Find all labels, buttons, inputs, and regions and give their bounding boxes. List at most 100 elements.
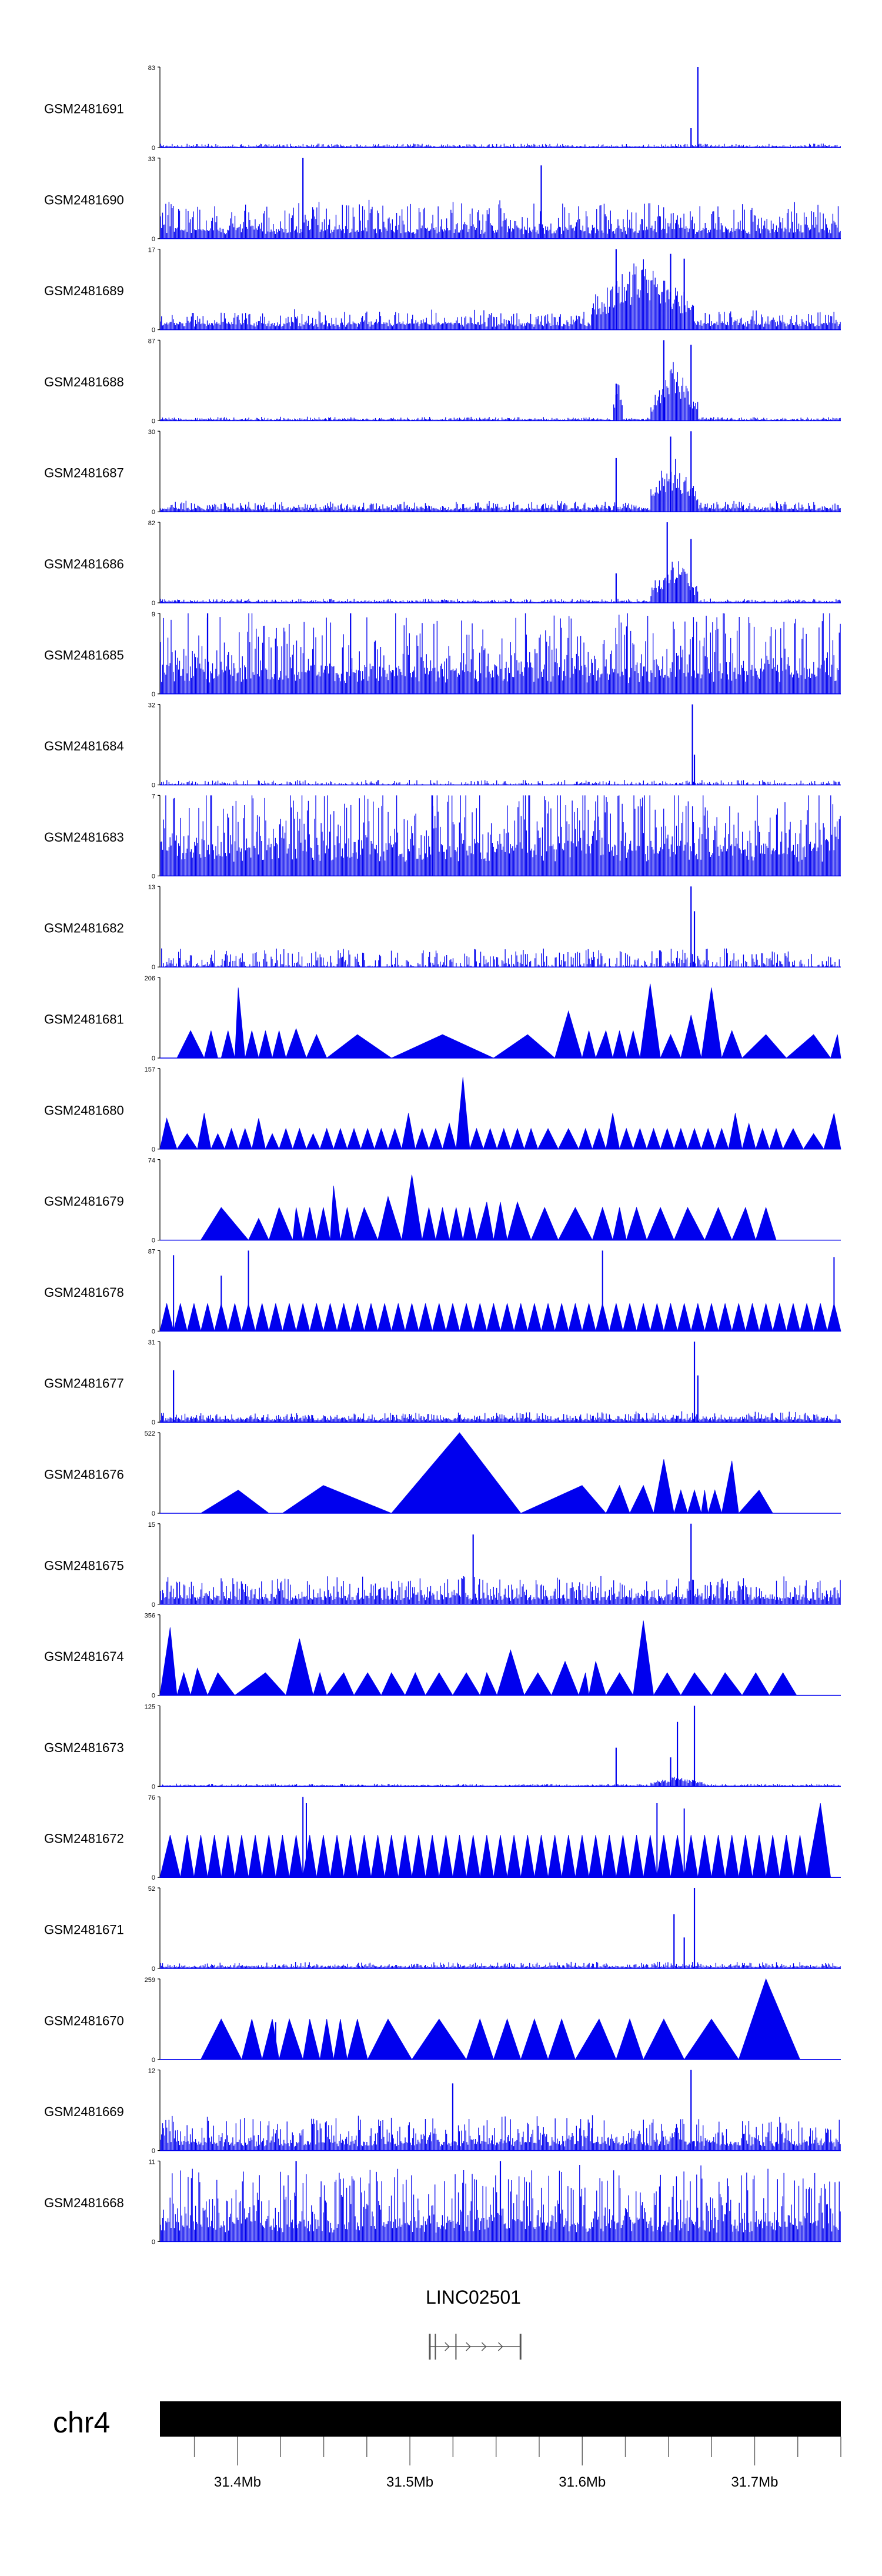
track-GSM2481679: GSM2481679 74 0 — [44, 1157, 841, 1244]
coverage-peak — [670, 1835, 685, 1878]
coverage-peak — [449, 1207, 463, 1241]
track-label: GSM2481684 — [44, 739, 124, 753]
y-axis-min-label: 0 — [152, 691, 155, 698]
track-label: GSM2481682 — [44, 921, 124, 936]
coverage-peak — [605, 1484, 630, 1514]
y-axis-max-label: 157 — [145, 1066, 155, 1073]
coverage-peak — [255, 1303, 269, 1332]
y-axis-min-label: 0 — [152, 1328, 155, 1335]
coverage-peak — [786, 1303, 801, 1332]
coverage-peak — [316, 1835, 330, 1878]
track-label: GSM2481674 — [44, 1649, 124, 1664]
coverage-peak — [473, 1303, 487, 1332]
coverage-peak — [176, 1671, 191, 1696]
track-label: GSM2481690 — [44, 192, 124, 207]
coverage-peak — [428, 1127, 443, 1150]
coverage-peak — [616, 2018, 644, 2060]
y-axis-min-label: 0 — [152, 1693, 155, 1700]
coverage-peak — [391, 1303, 406, 1332]
coverage-peak — [830, 1034, 841, 1059]
coverage-peak — [333, 1127, 348, 1150]
coverage-peak — [411, 1835, 426, 1878]
coverage-peak — [741, 1122, 756, 1150]
coverage-peak — [459, 1303, 474, 1332]
coverage-peak — [496, 1127, 511, 1150]
coverage-signal — [160, 1576, 841, 1604]
coverage-peak — [574, 1835, 590, 1878]
coverage-peak — [523, 1672, 552, 1696]
coverage-signal — [160, 1411, 841, 1423]
coverage-peak — [527, 1303, 542, 1332]
coverage-peak — [574, 2018, 617, 2060]
coverage-peak — [234, 987, 246, 1059]
coverage-peak — [272, 1030, 286, 1059]
coverage-peak — [493, 1835, 508, 1878]
coverage-peak — [238, 1127, 252, 1150]
coverage-peak — [673, 1127, 689, 1150]
coverage-signal — [160, 948, 841, 967]
coverage-peak — [228, 1303, 242, 1332]
coverage-peak — [390, 1432, 522, 1514]
coverage-peak — [660, 1127, 674, 1150]
track-GSM2481691: GSM2481691 83 0 — [44, 65, 841, 152]
coverage-peak — [786, 1034, 831, 1059]
coverage-peak — [496, 1649, 525, 1696]
coverage-peak — [731, 1206, 756, 1241]
coverage-peak — [687, 1489, 702, 1514]
coverage-peak — [582, 1030, 596, 1059]
coverage-peak — [684, 1835, 699, 1878]
coverage-peak — [547, 1835, 562, 1878]
track-GSM2481673: GSM2481673 125 0 — [44, 1703, 841, 1790]
coverage-peak — [551, 1660, 579, 1696]
y-axis-max-label: 52 — [148, 1886, 155, 1893]
coverage-peak — [663, 1303, 678, 1332]
coverage-peak — [367, 2018, 413, 2060]
coverage-peak — [289, 1835, 303, 1878]
y-axis-max-label: 11 — [149, 2158, 155, 2165]
coverage-peak — [711, 1672, 743, 1696]
coverage-peak — [683, 2018, 740, 2060]
track-label: GSM2481672 — [44, 1831, 124, 1846]
coverage-peak — [704, 1207, 733, 1241]
coverage-peak — [180, 1835, 195, 1878]
track-GSM2481671: GSM2481671 52 0 — [44, 1886, 841, 1973]
coverage-peak — [234, 1672, 287, 1696]
coverage-peak — [653, 1459, 674, 1514]
y-axis-min-label: 0 — [152, 145, 155, 152]
coverage-signal — [160, 2115, 841, 2151]
track-GSM2481686: GSM2481686 82 0 — [44, 520, 841, 607]
coverage-peak — [159, 1835, 181, 1878]
coverage-peak — [728, 1113, 743, 1150]
coverage-peak — [360, 1127, 375, 1150]
coverage-peak — [432, 1303, 446, 1332]
coverage-peak — [718, 1303, 733, 1332]
coverage-signal — [160, 144, 841, 148]
track-label: GSM2481686 — [44, 557, 124, 572]
coverage-peak — [200, 1207, 249, 1241]
coverage-peak — [486, 1303, 501, 1332]
axis-tick-label: 31.6Mb — [559, 2474, 606, 2490]
coverage-peak — [510, 1127, 525, 1150]
coverage-peak — [673, 1489, 688, 1514]
coverage-peak — [738, 1489, 773, 1514]
coverage-peak — [589, 1835, 603, 1878]
coverage-peak — [405, 1303, 419, 1332]
track-label: GSM2481676 — [44, 1467, 124, 1482]
axis-tick-label: 31.5Mb — [386, 2474, 433, 2490]
coverage-peak — [633, 1620, 654, 1696]
coverage-peak — [425, 1672, 453, 1696]
coverage-peak — [646, 1127, 661, 1150]
coverage-peak — [384, 1835, 399, 1878]
coverage-peak — [697, 1835, 712, 1878]
coverage-peak — [493, 2018, 522, 2060]
coverage-peak — [646, 1207, 674, 1241]
chromosome-label: chr4 — [53, 2406, 110, 2439]
coverage-peak — [197, 1113, 212, 1150]
y-axis-max-label: 259 — [145, 1977, 155, 1984]
coverage-peak — [823, 1113, 841, 1150]
coverage-peak — [203, 1030, 218, 1059]
coverage-peak — [323, 1303, 338, 1332]
coverage-peak — [265, 1133, 280, 1150]
coverage-peak — [755, 1127, 770, 1150]
